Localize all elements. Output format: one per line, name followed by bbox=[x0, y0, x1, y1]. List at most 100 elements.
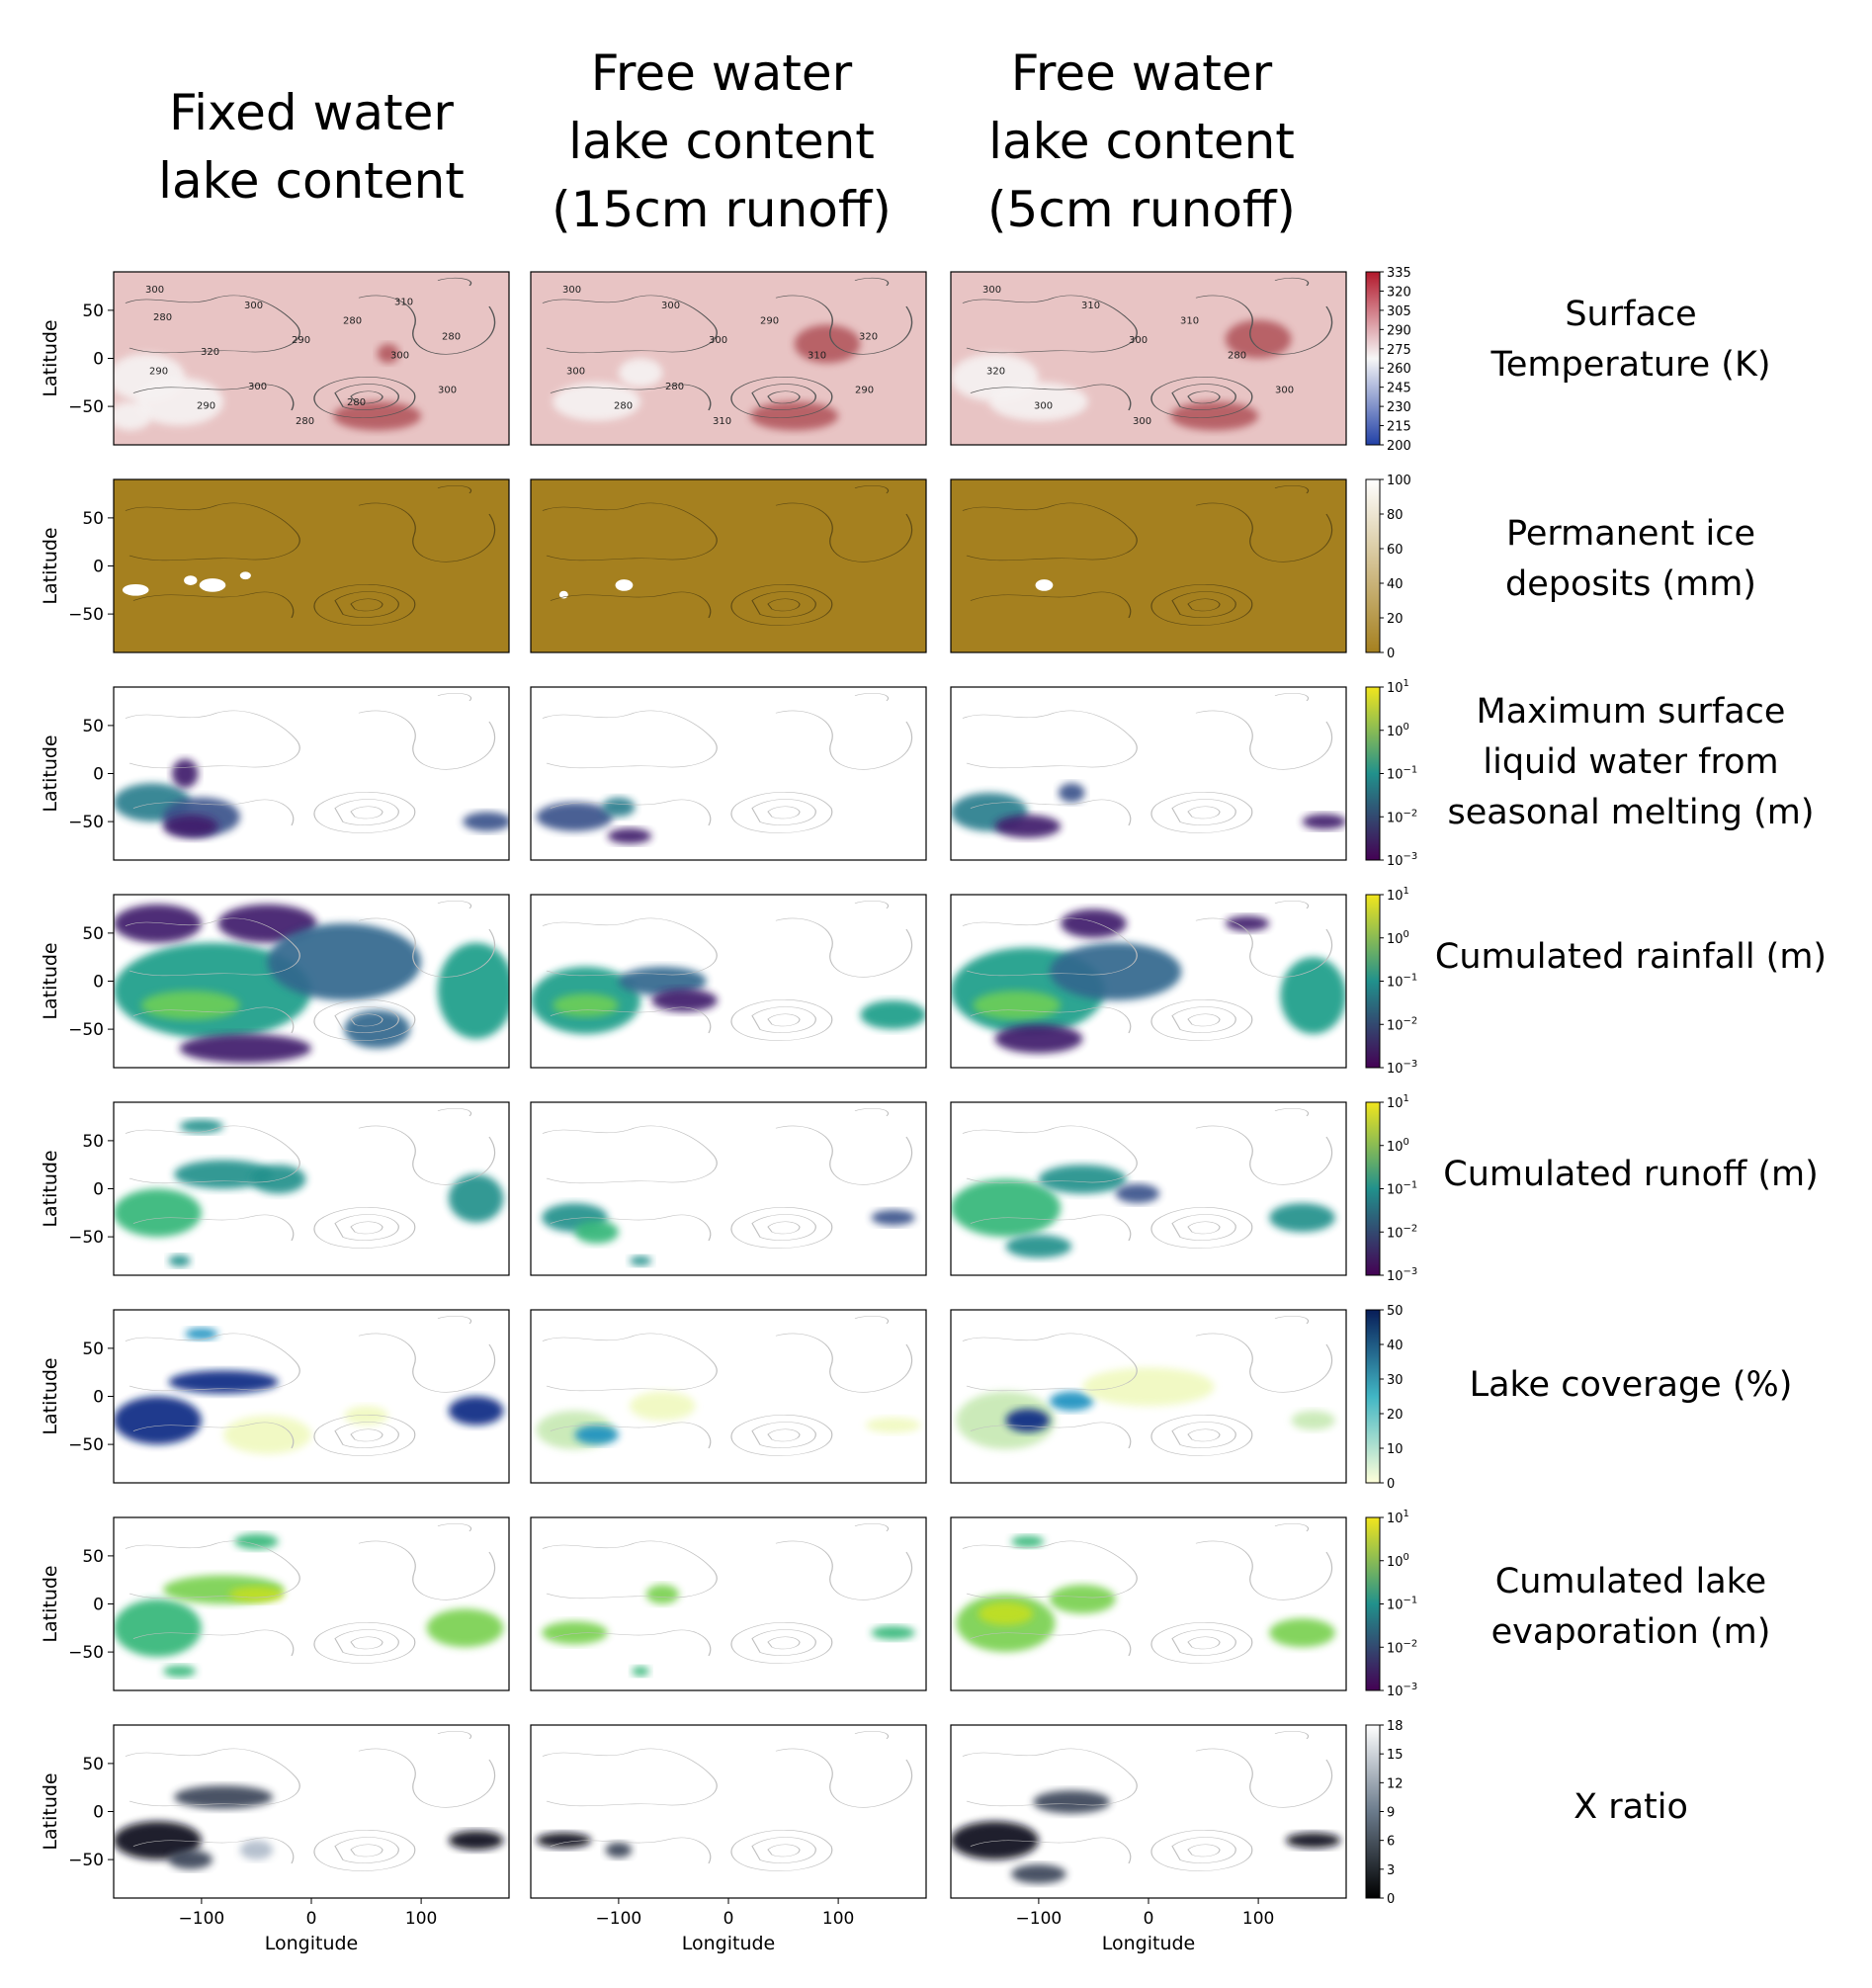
topo-contours-evap-3 bbox=[962, 1522, 1333, 1664]
xtick-label-1-1: −100 bbox=[179, 1909, 225, 1929]
colorbar-melt-tick-label-1: 101 bbox=[1387, 678, 1409, 696]
topo-contour-runoff-2-1 bbox=[542, 1125, 718, 1184]
colorbar-runoff-tick-exp-5: −3 bbox=[1404, 1266, 1418, 1277]
field-blob-lake-1-1 bbox=[114, 1396, 202, 1445]
field-blob-lake-1-2 bbox=[168, 1370, 279, 1394]
row-title-temp-line-1: Surface bbox=[1565, 295, 1697, 334]
contour-label-1-5: 300 bbox=[390, 351, 409, 362]
panel-temp-2-field: 300 300 290 300 310 280 290 300 310 320 280 bbox=[542, 277, 913, 431]
contour-label-2-5: 310 bbox=[808, 351, 826, 362]
contour-label-3-8: 320 bbox=[986, 366, 1005, 377]
panel-runoff-3-frame bbox=[950, 1101, 1347, 1276]
topo-contour-temp-2-4 bbox=[751, 384, 816, 410]
xtick-label-2-2: 0 bbox=[723, 1909, 734, 1929]
column-title-2-line-3: (15cm runoff) bbox=[552, 181, 892, 238]
contour-label-2-2: 300 bbox=[709, 335, 727, 346]
ytick-label-melt-1: 50 bbox=[82, 717, 104, 736]
topo-contour-lake-2-3 bbox=[730, 1415, 833, 1456]
ytick-label-xratio-1: 50 bbox=[82, 1755, 104, 1774]
panel-rain-3-field bbox=[951, 900, 1346, 1054]
field-blob-evap-1-4 bbox=[234, 1533, 279, 1550]
topo-contour-rain-3-2 bbox=[1195, 917, 1333, 978]
row-title-xratio-line-1: X ratio bbox=[1574, 1787, 1688, 1827]
colorbar-evap-tick-base-3: 10 bbox=[1387, 1599, 1404, 1613]
field-blob-ice-2-2 bbox=[615, 579, 634, 591]
topo-contour-rain-1-4 bbox=[334, 1006, 399, 1033]
field-blob-evap-3-4 bbox=[1269, 1618, 1335, 1648]
topo-contour-lake-2-7 bbox=[854, 1315, 890, 1325]
xtick-label-3-3: 100 bbox=[1242, 1909, 1274, 1929]
topo-contour-evap-1-1 bbox=[125, 1540, 300, 1599]
field-blob-rain-2-2 bbox=[553, 994, 619, 1017]
column-title-2-line-2: lake content bbox=[568, 113, 875, 170]
panel-xratio-1-background bbox=[114, 1725, 509, 1898]
field-blob-rain-3-2 bbox=[973, 991, 1062, 1020]
panel-lake-2-field bbox=[536, 1315, 921, 1456]
row-title-ice-line-2: deposits (mm) bbox=[1505, 563, 1756, 604]
colorbar-melt-tick-label-2: 100 bbox=[1387, 722, 1409, 739]
topo-contour-melt-1-7 bbox=[437, 692, 472, 702]
topo-contour-lake-3-5 bbox=[1187, 1428, 1221, 1442]
contour-label-1-1: 300 bbox=[145, 285, 164, 296]
contour-label-3-3: 300 bbox=[1275, 386, 1294, 396]
panel-temp-1: 300 290 300 300 300 290 280 290 280 280 300 310 320 2… bbox=[40, 271, 510, 446]
panel-melt-1-field bbox=[114, 692, 509, 838]
panel-xratio-3-field bbox=[951, 1730, 1341, 1884]
contour-label-3-7: 310 bbox=[1180, 316, 1199, 327]
topo-contours-xratio-1 bbox=[125, 1730, 496, 1871]
topo-contour-evap-2-3 bbox=[730, 1622, 833, 1664]
panel-xratio-2: −100 0 100 Longitude bbox=[530, 1724, 927, 1954]
topo-contour-temp-3-6 bbox=[970, 384, 1132, 411]
topo-contour-runoff-3-6 bbox=[970, 1214, 1132, 1242]
contour-label-2-4: 300 bbox=[661, 301, 680, 311]
panel-ice-3-field bbox=[962, 484, 1333, 626]
topo-contours-ice-3 bbox=[962, 484, 1333, 626]
topo-contour-rain-3-3 bbox=[1150, 999, 1253, 1041]
field-blob-ice-1-2 bbox=[184, 575, 198, 585]
topo-contour-evap-2-4 bbox=[751, 1629, 816, 1656]
topo-contour-xratio-3-1 bbox=[962, 1748, 1138, 1807]
contour-label-1-7: 280 bbox=[343, 316, 362, 327]
contour-label-1-2: 290 bbox=[292, 335, 310, 346]
ytick-label-lake-1: 50 bbox=[82, 1340, 104, 1359]
panel-melt-3 bbox=[950, 686, 1347, 861]
topo-contour-rain-2-3 bbox=[730, 999, 833, 1041]
field-blob-lake-3-3 bbox=[1050, 1391, 1094, 1412]
ylabel-ice: Latitude bbox=[40, 527, 61, 604]
contour-label-1-11: 300 bbox=[248, 382, 267, 392]
topo-contour-rain-1-3 bbox=[313, 999, 416, 1041]
topo-contour-xratio-2-4 bbox=[751, 1837, 816, 1863]
colorbar-temp-tick-label-5: 275 bbox=[1387, 343, 1411, 358]
colorbar-runoff-bar bbox=[1365, 1101, 1381, 1276]
colorbar-rain-tick-label-1: 101 bbox=[1387, 886, 1409, 904]
contour-label-2-7: 290 bbox=[760, 316, 779, 327]
field-blob-ice-1-4 bbox=[239, 571, 251, 580]
contour-label-3-9: 300 bbox=[1133, 416, 1151, 427]
colorbar-xratio-tick-label-1: 18 bbox=[1387, 1719, 1404, 1734]
panel-evap-3-field bbox=[956, 1522, 1335, 1664]
topo-contour-ice-3-3 bbox=[1150, 584, 1253, 626]
topo-contour-temp-1-1 bbox=[125, 295, 300, 354]
topo-contour-runoff-2-2 bbox=[775, 1125, 913, 1185]
topo-contour-rain-2-2 bbox=[775, 917, 913, 978]
topo-contour-ice-1-1 bbox=[125, 502, 300, 562]
colorbar-temp-tick-label-10: 200 bbox=[1387, 439, 1411, 454]
topo-contour-rain-3-1 bbox=[962, 917, 1138, 977]
field-blob-lake-3-4 bbox=[1082, 1367, 1215, 1407]
field-blob-lake-1-5 bbox=[448, 1396, 504, 1426]
topo-contour-rain-3-6 bbox=[970, 1006, 1132, 1034]
panel-ice-3 bbox=[950, 478, 1347, 653]
row-title-lake-line-1: Lake coverage (%) bbox=[1469, 1365, 1793, 1405]
row-title-evap-line-2: evaporation (m) bbox=[1490, 1611, 1771, 1652]
colorbar-evap-tick-exp-2: 0 bbox=[1404, 1552, 1409, 1563]
panel-melt-2 bbox=[530, 686, 927, 861]
topo-contours-lake-2 bbox=[542, 1315, 913, 1456]
colorbar-runoff-tick-label-3: 10−1 bbox=[1387, 1180, 1417, 1198]
colorbar-lake: 50 40 30 20 10 0 bbox=[1365, 1304, 1404, 1492]
contour-label-1-4: 300 bbox=[244, 301, 263, 311]
ylabel-xratio: Latitude bbox=[40, 1772, 61, 1850]
topo-contour-melt-3-1 bbox=[962, 710, 1138, 769]
topo-contours-temp-3 bbox=[962, 277, 1333, 418]
panel-ice-2-frame bbox=[530, 478, 927, 653]
topo-contour-melt-2-3 bbox=[730, 792, 833, 833]
